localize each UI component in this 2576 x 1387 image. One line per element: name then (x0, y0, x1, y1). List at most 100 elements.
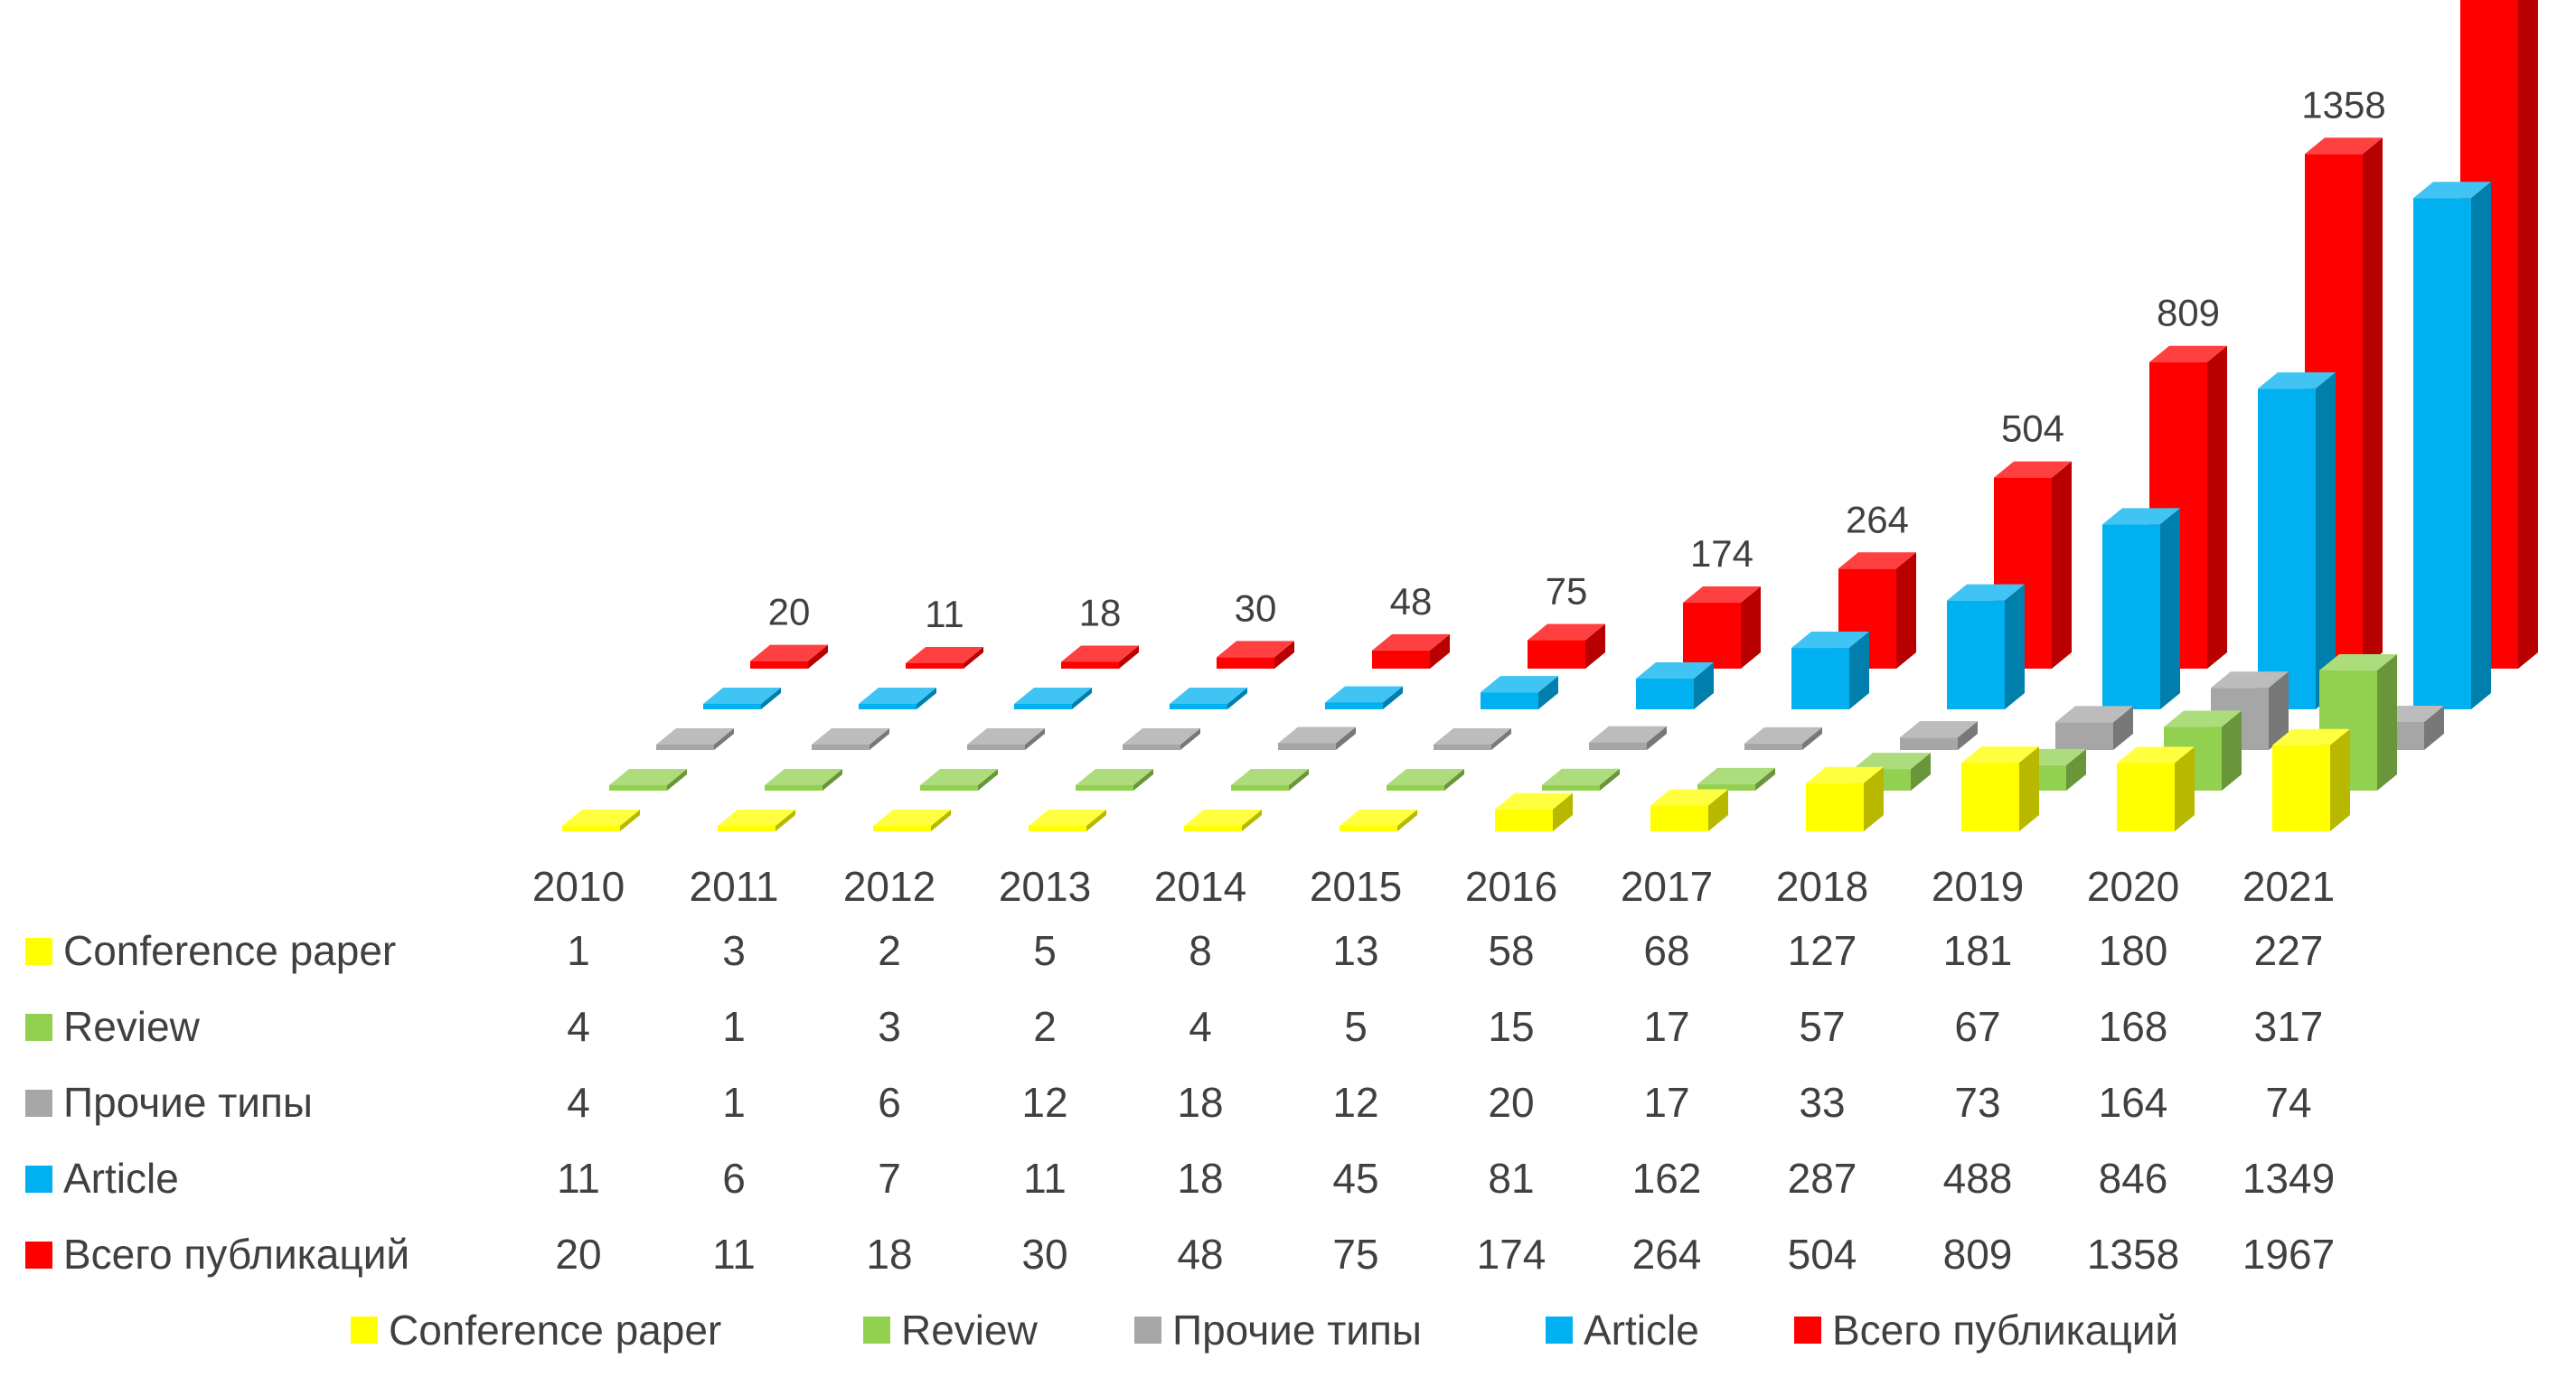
table-header-2011: 2011 (690, 863, 779, 910)
table-cell: 20 (555, 1231, 601, 1278)
bar-всего-публикаций-2014 (1372, 633, 1450, 669)
bar-review-2011 (765, 769, 842, 791)
table-cell: 164 (2099, 1079, 2168, 1126)
bar-conference-paper-2010 (562, 810, 640, 831)
bar-article-2016 (1636, 662, 1714, 709)
data-label-2015: 75 (1546, 570, 1588, 613)
table-cell: 12 (1332, 1079, 1378, 1126)
bar-conference-paper-2016 (1495, 792, 1573, 831)
legend-item-всего-публикаций: Всего публикаций (1794, 1307, 2178, 1354)
data-label-2019: 809 (2157, 292, 2220, 334)
legend-label: Прочие типы (1172, 1307, 1422, 1354)
table-header-2015: 2015 (1310, 863, 1402, 910)
table-cell: 45 (1332, 1155, 1378, 1202)
bar-всего-публикаций-2015 (1528, 623, 1605, 669)
table-cell: 73 (1954, 1079, 2000, 1126)
bar-article-2012 (1014, 688, 1092, 709)
data-label-2011: 11 (925, 593, 964, 635)
bar-прочие-типы-2012 (967, 728, 1045, 750)
bar-article-2015 (1481, 676, 1558, 709)
bar-article-2021 (2413, 182, 2491, 709)
table-cell: 809 (1943, 1231, 2013, 1278)
bar-conference-paper-2020 (2117, 746, 2195, 831)
table-row-swatch (25, 1166, 52, 1193)
table-cell: 3 (722, 927, 746, 974)
table-cell: 846 (2099, 1155, 2168, 1202)
bar-прочие-типы-2015 (1434, 728, 1511, 750)
table-cell: 1349 (2242, 1155, 2335, 1202)
legend-swatch (1546, 1317, 1573, 1344)
legend-swatch (1794, 1317, 1821, 1344)
table-header-2020: 2020 (2087, 863, 2179, 910)
bar-conference-paper-2011 (718, 810, 795, 831)
legend-item-прочие-типы: Прочие типы (1134, 1307, 1422, 1354)
bar-article-2010 (703, 688, 781, 709)
table-cell: 13 (1332, 927, 1378, 974)
table-header-2014: 2014 (1154, 863, 1246, 910)
bar-review-2017 (1697, 767, 1775, 791)
table-row-swatch (25, 1090, 52, 1117)
table-cell: 30 (1021, 1231, 1067, 1278)
table-row-label: Article (63, 1155, 179, 1202)
table-row-label: Conference paper (63, 927, 396, 974)
table-row-прочие-типы: Прочие типы 4 1 6 12 18 12 20 17 33 73 164 74 (25, 1079, 2312, 1126)
bar-review-2015 (1387, 769, 1464, 791)
data-label-2018: 504 (2001, 408, 2064, 450)
table-cell: 18 (1177, 1079, 1223, 1126)
bar-прочие-типы-2016 (1589, 726, 1667, 750)
table-row-article: Article 11 6 7 11 18 45 81 162 287 488 846 1349 (25, 1155, 2335, 1202)
table-cell: 181 (1943, 927, 2013, 974)
table-cell: 4 (1189, 1003, 1212, 1050)
table-cell: 317 (2254, 1003, 2324, 1050)
table-row-conference-paper: Conference paper 1 3 2 5 8 13 58 68 127 181 180 227 (25, 927, 2323, 974)
table-row-swatch (25, 1242, 52, 1269)
table-cell: 1 (722, 1003, 746, 1050)
data-labels-layer: 19671358809504264174754830181120 (768, 83, 2386, 635)
bar-всего-публикаций-2011 (906, 647, 983, 669)
table-cell: 6 (722, 1155, 746, 1202)
table-cell: 11 (1023, 1155, 1067, 1202)
bar-всего-публикаций-2016 (1683, 586, 1761, 669)
bar-review-2012 (920, 769, 998, 791)
table-cell: 2 (1033, 1003, 1057, 1050)
bar-всего-публикаций-2018 (1994, 461, 2072, 669)
bar-article-2011 (859, 688, 936, 709)
table-header-2010: 2010 (532, 863, 625, 910)
table-cell: 504 (1788, 1231, 1857, 1278)
table-cell: 11 (712, 1231, 756, 1278)
legend-label: Article (1584, 1307, 1699, 1354)
table-cell: 17 (1643, 1079, 1689, 1126)
bar-conference-paper-2017 (1650, 789, 1728, 831)
table-cell: 4 (567, 1003, 590, 1050)
table-header-2021: 2021 (2242, 863, 2335, 910)
table-cell: 168 (2099, 1003, 2168, 1050)
table-cell: 48 (1177, 1231, 1223, 1278)
legend-label: Всего публикаций (1832, 1307, 2178, 1354)
bar-conference-paper-2018 (1806, 766, 1884, 831)
table-row-swatch (25, 938, 52, 965)
bar-article-2020 (2258, 372, 2336, 709)
data-label-2016: 174 (1690, 532, 1753, 575)
table-cell: 18 (866, 1231, 912, 1278)
legend-swatch (351, 1317, 378, 1344)
legend-swatch (863, 1317, 890, 1344)
table-cell: 227 (2254, 927, 2324, 974)
table-cell: 1358 (2087, 1231, 2179, 1278)
bar-review-2014 (1231, 769, 1309, 791)
data-table: 2010 2011 2012 2013 2014 2015 2016 2017 2018 2019… (25, 863, 2335, 1278)
table-header-2012: 2012 (843, 863, 935, 910)
table-cell: 6 (878, 1079, 901, 1126)
table-cell: 20 (1488, 1079, 1534, 1126)
data-label-2020: 1358 (2301, 83, 2385, 126)
table-header-2018: 2018 (1776, 863, 1868, 910)
table-header-2013: 2013 (999, 863, 1091, 910)
bar-прочие-типы-2013 (1123, 728, 1200, 750)
table-cell: 58 (1488, 927, 1534, 974)
series-conference-paper (562, 728, 2350, 831)
legend-item-article: Article (1546, 1307, 1699, 1354)
bar-article-2019 (2102, 508, 2180, 709)
bar-conference-paper-2021 (2272, 728, 2350, 831)
bar-прочие-типы-2017 (1744, 726, 1822, 750)
bar-review-2010 (609, 769, 687, 791)
